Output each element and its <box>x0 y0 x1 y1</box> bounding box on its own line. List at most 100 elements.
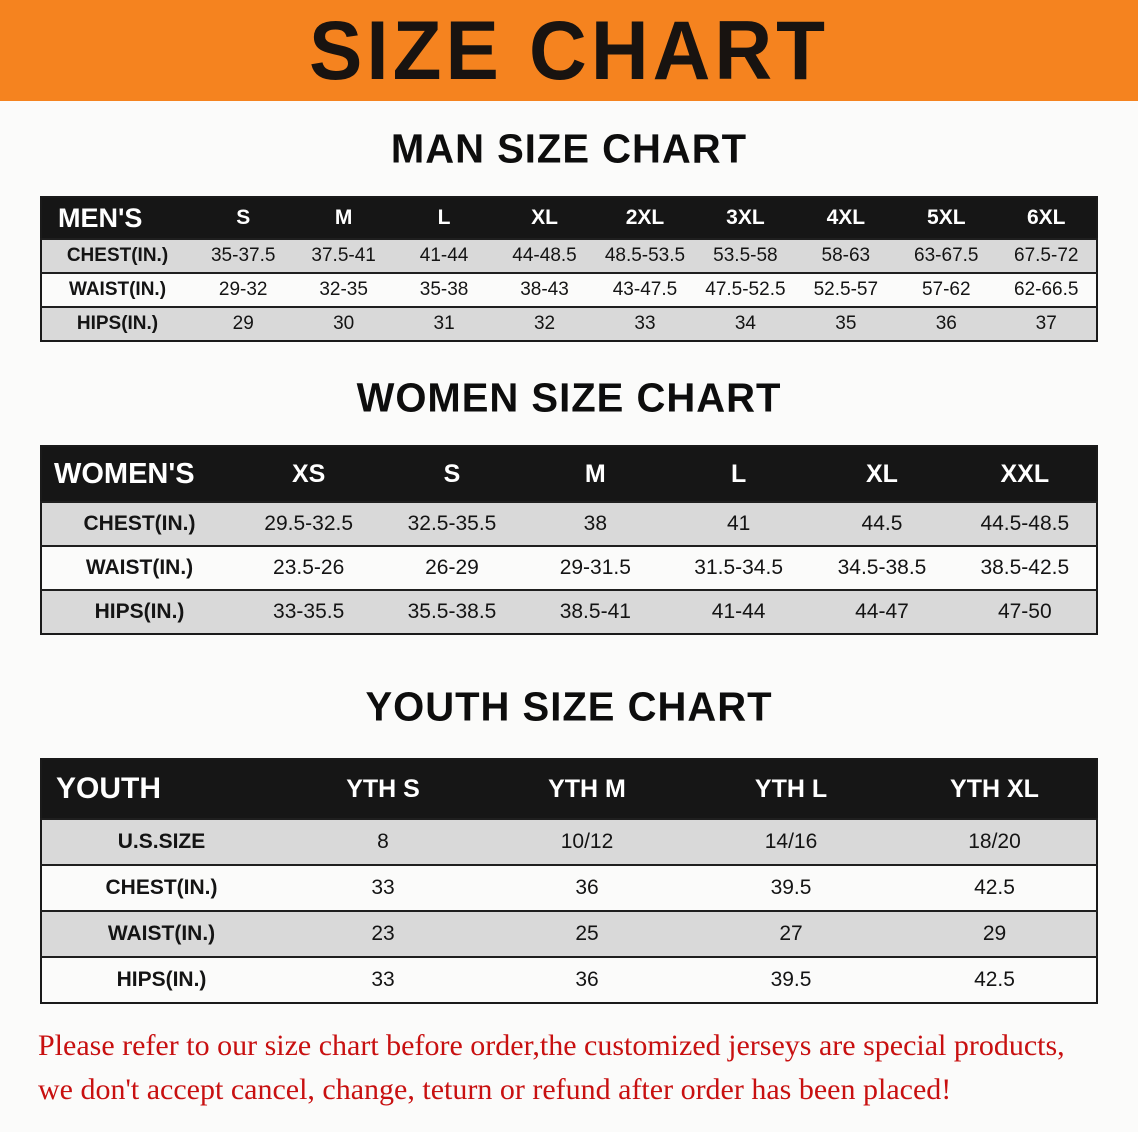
table-row: HIPS(IN.) 33-35.5 35.5-38.5 38.5-41 41-44 44-… <box>41 590 1097 634</box>
table-corner-label: MEN'S <box>58 202 143 233</box>
size-value: 58-63 <box>821 245 871 266</box>
size-value: 39.5 <box>770 876 812 899</box>
size-value: 44.5 <box>861 512 903 535</box>
size-column-header: S <box>236 206 251 229</box>
size-value: 53.5-58 <box>713 245 778 266</box>
table-corner-label: YOUTH <box>56 772 161 805</box>
size-value: 33-35.5 <box>273 600 345 623</box>
size-column-header: M <box>334 206 353 229</box>
size-value: 48.5-53.5 <box>604 245 686 266</box>
note-line-2: we don't accept cancel, change, teturn o… <box>38 1072 952 1106</box>
size-value: 35 <box>835 313 857 334</box>
size-value: 38-43 <box>520 279 569 300</box>
size-value: 33 <box>634 313 656 334</box>
size-column-header: YTH XL <box>950 774 1039 803</box>
row-label: WAIST(IN.) <box>68 279 167 300</box>
size-column-header: XXL <box>1000 459 1050 488</box>
size-value: 35-38 <box>419 279 469 300</box>
size-value: 29.5-32.5 <box>264 512 354 535</box>
row-label: WAIST(IN.) <box>107 922 216 945</box>
size-value: 26-29 <box>425 556 479 579</box>
table-row: HIPS(IN.) 33 36 39.5 42.5 <box>41 957 1097 1003</box>
size-value: 42.5 <box>974 968 1015 991</box>
size-value: 47.5-52.5 <box>705 279 786 300</box>
footer-note: Please refer to our size chart before or… <box>38 1024 1118 1111</box>
banner: SIZE CHART <box>0 0 1138 101</box>
size-column-header: YTH M <box>548 774 626 803</box>
table-row: U.S.SIZE 8 10/12 14/16 18/20 <box>41 819 1097 865</box>
size-value: 38 <box>583 512 607 535</box>
size-value: 8 <box>377 830 389 853</box>
size-column-header: S <box>443 459 461 488</box>
mens-heading: MAN SIZE CHART <box>390 126 748 172</box>
size-value: 10/12 <box>560 830 614 853</box>
size-value: 47-50 <box>997 600 1052 623</box>
row-label: CHEST(IN.) <box>66 245 169 266</box>
size-value: 29-31.5 <box>559 556 631 579</box>
size-column-header: 4XL <box>826 206 866 229</box>
mens-size-table: MEN'S S M L XL 2XL 3XL 4XL 5XL 6XL CHEST(IN.) 35-3… <box>40 196 1098 342</box>
size-value: 43-47.5 <box>612 279 678 300</box>
size-value: 41-44 <box>419 245 469 266</box>
size-value: 37.5-41 <box>311 245 376 266</box>
size-value: 25 <box>575 922 599 945</box>
size-value: 35-37.5 <box>210 245 276 266</box>
table-row: HIPS(IN.) 29 30 31 32 33 34 35 36 37 <box>41 307 1097 341</box>
size-value: 18/20 <box>968 830 1021 853</box>
row-label: U.S.SIZE <box>117 830 206 853</box>
size-value: 44-48.5 <box>512 245 577 266</box>
size-column-header: 6XL <box>1026 206 1066 229</box>
size-value: 36 <box>575 968 599 991</box>
row-label: HIPS(IN.) <box>94 600 185 623</box>
row-label: CHEST(IN.) <box>105 876 218 899</box>
size-column-header: M <box>584 459 606 488</box>
size-value: 29-32 <box>218 279 268 300</box>
youth-heading: YOUTH SIZE CHART <box>365 684 773 730</box>
size-value: 14/16 <box>764 830 818 853</box>
size-column-header: YTH L <box>754 774 828 803</box>
size-value: 42.5 <box>974 876 1015 899</box>
size-value: 31 <box>433 313 455 334</box>
size-value: 37 <box>1035 313 1057 334</box>
size-value: 32 <box>533 313 556 334</box>
size-value: 44.5-48.5 <box>980 512 1070 535</box>
size-value: 23.5-26 <box>273 556 345 579</box>
size-value: 52.5-57 <box>813 279 879 300</box>
size-column-header: 3XL <box>726 206 765 229</box>
table-header-row: WOMEN'S XS S M L XL XXL <box>41 446 1097 502</box>
youth-size-table: YOUTH YTH S YTH M YTH L YTH XL U.S.SIZE 8 10/1… <box>40 758 1098 1004</box>
note-line-1: Please refer to our size chart before or… <box>38 1029 1065 1062</box>
size-value: 41 <box>726 512 751 535</box>
row-label: CHEST(IN.) <box>83 512 196 535</box>
size-value: 41-44 <box>711 600 766 623</box>
table-row: CHEST(IN.) 29.5-32.5 32.5-35.5 38 41 44.5 44.5… <box>41 502 1097 546</box>
table-row: WAIST(IN.) 29-32 32-35 35-38 38-43 43-47.5 47.… <box>41 273 1097 307</box>
size-value: 36 <box>575 876 599 899</box>
size-value: 38.5-42.5 <box>980 556 1070 579</box>
size-value: 32.5-35.5 <box>407 512 497 535</box>
table-row: WAIST(IN.) 23 25 27 29 <box>41 911 1097 957</box>
womens-heading: WOMEN SIZE CHART <box>356 375 782 421</box>
size-value: 38.5-41 <box>559 600 631 623</box>
size-value: 57-62 <box>921 279 971 300</box>
womens-size-table: WOMEN'S XS S M L XL XXL CHEST(IN.) 29.5-32.5 32.… <box>40 445 1098 635</box>
size-column-header: XS <box>291 459 326 488</box>
size-column-header: L <box>437 206 451 229</box>
size-value: 31.5-34.5 <box>694 556 784 579</box>
size-column-header: YTH S <box>346 774 420 803</box>
size-value: 27 <box>779 922 803 945</box>
size-value: 36 <box>935 313 957 334</box>
row-label: HIPS(IN.) <box>116 968 207 991</box>
size-column-header: 2XL <box>625 206 665 229</box>
size-value: 32-35 <box>319 279 368 300</box>
size-column-header: L <box>731 459 747 488</box>
mens-section: MAN SIZE CHART MEN'S S M L XL 2XL 3XL 4XL 5XL 6XL… <box>0 126 1138 342</box>
table-header-row: YOUTH YTH S YTH M YTH L YTH XL <box>41 759 1097 819</box>
size-value: 33 <box>371 876 395 899</box>
size-value: 23 <box>371 922 395 945</box>
size-value: 67.5-72 <box>1014 245 1079 266</box>
size-value: 33 <box>371 968 395 991</box>
size-column-header: XL <box>866 459 898 488</box>
table-row: CHEST(IN.) 35-37.5 37.5-41 41-44 44-48.5 48.5… <box>41 239 1097 273</box>
